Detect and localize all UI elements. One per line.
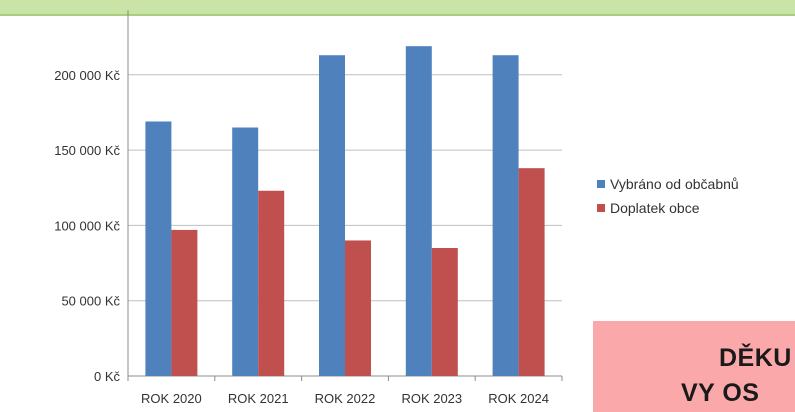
y-tick-label: 50 000 Kč (61, 294, 120, 309)
legend-swatch-vybrano (597, 180, 605, 188)
bar-vybrano (319, 55, 345, 377)
legend-label-vybrano: Vybráno od občabnů (610, 176, 739, 192)
bar-vybrano (405, 46, 432, 376)
top-banner (0, 0, 795, 16)
y-tick-label: 150 000 Kč (54, 143, 120, 158)
legend-swatch-doplatek (597, 204, 605, 212)
y-tick-label: 0 Kč (94, 369, 121, 384)
thanks-line-2: VY OS (681, 379, 760, 407)
y-tick-label: 100 000 Kč (54, 218, 120, 233)
legend-item-vybrano: Vybráno od občabnů (597, 172, 739, 196)
thanks-line-1: DĚKU (719, 344, 792, 372)
thanks-box: DĚKU VY OS (593, 321, 795, 412)
x-tick-label: ROK 2021 (228, 391, 289, 406)
bar-vybrano (145, 121, 172, 377)
x-tick-label: ROK 2020 (141, 391, 202, 406)
bar-doplatek (518, 168, 545, 376)
bar-vybrano (492, 55, 519, 377)
bar-doplatek (345, 240, 371, 376)
bar-doplatek (171, 229, 198, 376)
legend-item-doplatek: Doplatek obce (597, 196, 739, 220)
x-tick-label: ROK 2023 (401, 391, 462, 406)
legend-label-doplatek: Doplatek obce (610, 200, 700, 216)
x-tick-label: ROK 2022 (315, 391, 376, 406)
bar-doplatek (258, 190, 285, 376)
bar-doplatek (431, 247, 458, 376)
y-tick-label: 200 000 Kč (54, 68, 120, 83)
chart-legend: Vybráno od občabnů Doplatek obce (597, 172, 739, 220)
bar-vybrano (232, 127, 259, 376)
x-tick-label: ROK 2024 (488, 391, 549, 406)
